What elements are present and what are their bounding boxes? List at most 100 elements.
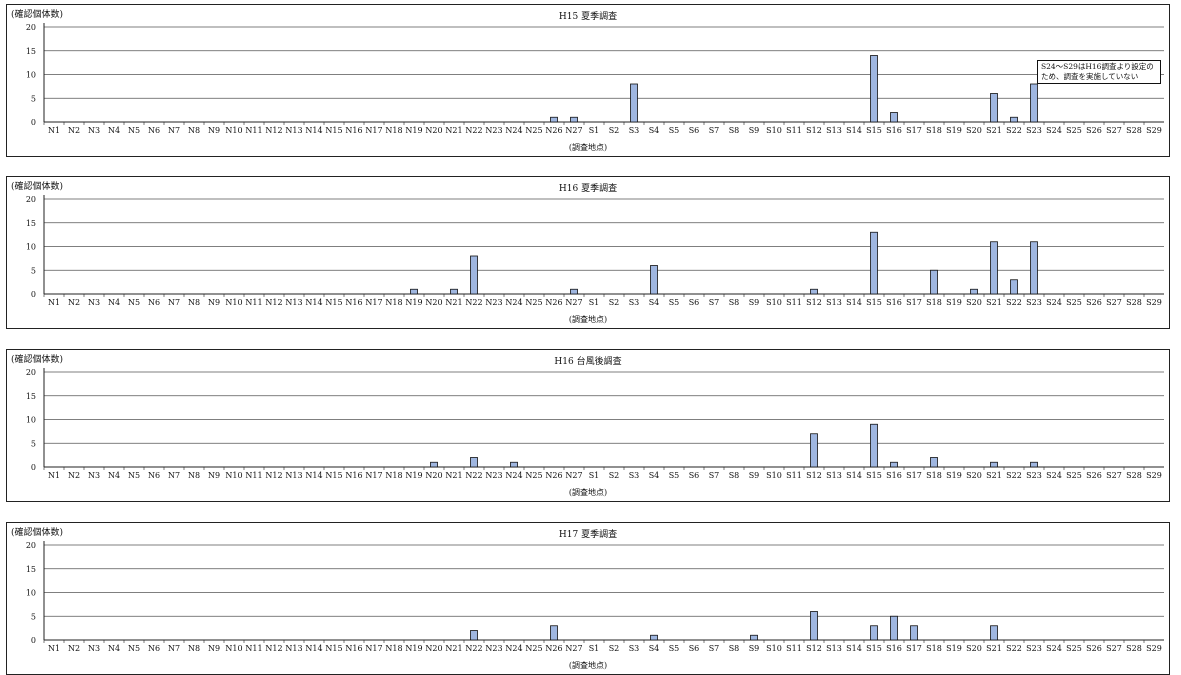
- x-tick-label: N20: [425, 644, 442, 653]
- x-tick-label: S6: [689, 298, 700, 307]
- x-tick-label: N5: [128, 471, 140, 480]
- x-tick-label: N26: [545, 298, 562, 307]
- x-tick-label: N27: [565, 126, 582, 135]
- x-tick-label: N18: [385, 298, 402, 307]
- x-tick-label: N5: [128, 126, 140, 135]
- x-tick-label: S3: [629, 126, 640, 135]
- x-tick-label: S10: [766, 644, 782, 653]
- annotation-note: S24～S29はH16調査より設定のため、調査を実施していない: [1037, 60, 1161, 84]
- x-tick-label: S21: [986, 471, 1002, 480]
- x-tick-label: S19: [946, 126, 962, 135]
- x-tick-label: N8: [188, 126, 200, 135]
- x-tick-label: N16: [345, 644, 362, 653]
- x-tick-label: N4: [108, 298, 120, 307]
- x-tick-label: N19: [405, 298, 422, 307]
- x-tick-label: S16: [886, 471, 902, 480]
- x-tick-label: S24: [1046, 126, 1062, 135]
- x-tick-label: S4: [649, 126, 660, 135]
- chart-panel-h15-summer: 0 5 10 15 20 N1 N2 N3 N4 N5 N6 N7 N8 N9 N10 N11 N12 N13 N1…: [6, 4, 1170, 157]
- x-tick-label: S9: [749, 471, 760, 480]
- chart-panel-h16-post-typhoon: 0 5 10 15 20 N1 N2 N3 N4 N5 N6 N7 N8 N9 N10 N11 N12 N13 N1…: [6, 349, 1170, 502]
- x-tick-label: S23: [1026, 644, 1042, 653]
- y-tick-label: 10: [26, 71, 36, 80]
- x-tick-label: N23: [485, 298, 502, 307]
- x-tick-label: S2: [609, 126, 620, 135]
- x-tick-label: N4: [108, 471, 120, 480]
- x-tick-label: N5: [128, 298, 140, 307]
- x-tick-label: N25: [525, 471, 542, 480]
- x-tick-label: S17: [906, 644, 922, 653]
- x-tick-label: N2: [68, 126, 80, 135]
- x-tick-label: N11: [245, 298, 262, 307]
- x-tick-label: N16: [345, 298, 362, 307]
- bar-s23: [1030, 241, 1038, 295]
- y-tick-label: 10: [26, 243, 36, 252]
- x-tick-label: S21: [986, 644, 1002, 653]
- x-tick-label: S13: [826, 298, 842, 307]
- x-tick-label: N24: [505, 644, 522, 653]
- bar-s21: [990, 241, 998, 295]
- y-tick-label: 20: [26, 541, 36, 550]
- bar-s18: [930, 269, 938, 295]
- x-axis-title: (調査地点): [568, 661, 608, 670]
- x-tick-label: S19: [946, 471, 962, 480]
- x-tick-label: S8: [729, 298, 740, 307]
- chart-title: H15 夏季調査: [558, 12, 618, 22]
- x-tick-label: S1: [589, 471, 600, 480]
- x-tick-label: N13: [285, 471, 302, 480]
- x-tick-label: N10: [225, 298, 242, 307]
- x-tick-label: S25: [1066, 471, 1082, 480]
- x-tick-label: N9: [208, 644, 220, 653]
- x-tick-label: N14: [305, 298, 322, 307]
- bar-s3: [630, 83, 638, 123]
- x-tick-label: N16: [345, 471, 362, 480]
- x-tick-label: S15: [866, 126, 882, 135]
- x-tick-label: S19: [946, 298, 962, 307]
- x-tick-label: S22: [1006, 126, 1022, 135]
- x-tick-label: N22: [465, 644, 482, 653]
- bar-s16: [890, 615, 898, 641]
- x-tick-label: N6: [148, 298, 160, 307]
- x-tick-label: N7: [168, 471, 180, 480]
- x-tick-label: N25: [525, 126, 542, 135]
- y-tick-label: 20: [26, 368, 36, 377]
- y-tick-label: 15: [26, 219, 36, 228]
- x-tick-label: N11: [245, 126, 262, 135]
- x-tick-label: S13: [826, 644, 842, 653]
- x-tick-label: N24: [505, 471, 522, 480]
- x-tick-label: N9: [208, 471, 220, 480]
- x-tick-label: S7: [709, 644, 720, 653]
- x-tick-label: N3: [88, 644, 100, 653]
- x-tick-label: S8: [729, 644, 740, 653]
- x-tick-label: S23: [1026, 126, 1042, 135]
- x-tick-label: S18: [926, 471, 942, 480]
- x-tick-label: S5: [669, 298, 680, 307]
- chart-title: H16 夏季調査: [558, 184, 618, 194]
- x-tick-label: N23: [485, 471, 502, 480]
- x-tick-label: N21: [445, 471, 462, 480]
- x-tick-label: N26: [545, 126, 562, 135]
- x-tick-label: S7: [709, 298, 720, 307]
- x-tick-label: S29: [1146, 644, 1162, 653]
- bar-s23: [1030, 461, 1038, 468]
- x-tick-label: N11: [245, 471, 262, 480]
- bar-s16: [890, 112, 898, 123]
- x-tick-label: N15: [325, 471, 342, 480]
- x-tick-label: S29: [1146, 298, 1162, 307]
- x-tick-label: S22: [1006, 644, 1022, 653]
- x-tick-label: N12: [265, 471, 282, 480]
- x-tick-label: S22: [1006, 471, 1022, 480]
- x-tick-label: S15: [866, 471, 882, 480]
- y-tick-label: 5: [31, 266, 36, 275]
- x-tick-label: N17: [365, 471, 382, 480]
- bar-s15: [870, 625, 878, 641]
- x-tick-label: S21: [986, 126, 1002, 135]
- x-tick-label: S4: [649, 298, 660, 307]
- x-tick-label: S26: [1086, 126, 1102, 135]
- chart-panel-h16-summer: 0 5 10 15 20 N1 N2 N3 N4 N5 N6 N7 N8 N9 N10 N11 N12 N13 N1…: [6, 176, 1170, 329]
- x-tick-label: S2: [609, 298, 620, 307]
- bar-s20: [970, 288, 978, 295]
- x-tick-label: N12: [265, 126, 282, 135]
- x-tick-label: S27: [1106, 126, 1122, 135]
